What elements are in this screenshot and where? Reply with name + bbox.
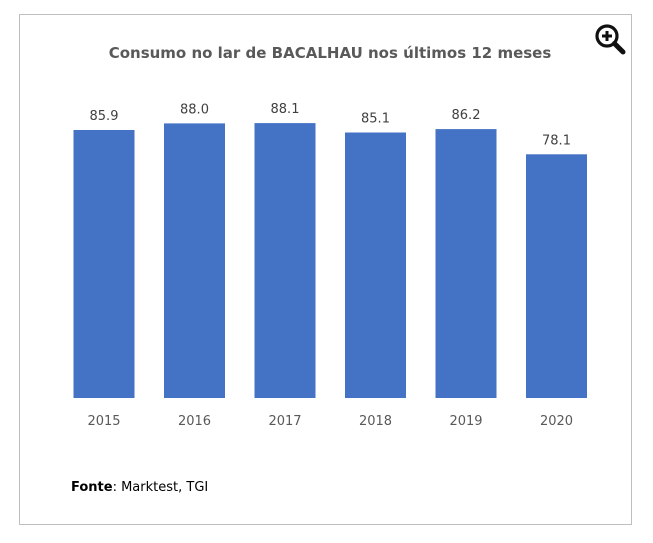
value-label-2018: 85.1: [361, 112, 390, 127]
chart-title: Consumo no lar de BACALHAU nos últimos 1…: [109, 44, 552, 62]
x-tick-2019: 2019: [449, 414, 482, 429]
source-label: Fonte: [71, 480, 113, 495]
source-note: Fonte: Marktest, TGI: [71, 480, 208, 495]
zoom-in-icon[interactable]: [592, 21, 628, 57]
bar-2019: [435, 129, 497, 398]
bar-2017: [254, 123, 316, 398]
x-axis-tick-labels: 2015 2016 2017 2018 2019 2020: [87, 414, 573, 429]
x-tick-2020: 2020: [540, 414, 573, 429]
value-labels-group: 85.9 88.0 88.1 85.1 86.2 78.1: [90, 102, 571, 148]
source-text: : Marktest, TGI: [112, 480, 209, 495]
x-tick-2015: 2015: [87, 414, 120, 429]
x-tick-2017: 2017: [268, 414, 301, 429]
value-label-2015: 85.9: [90, 109, 119, 124]
value-label-2016: 88.0: [180, 102, 209, 117]
bar-2018: [345, 132, 406, 398]
bars-group: [73, 123, 587, 399]
value-label-2017: 88.1: [271, 102, 300, 117]
bar-2016: [164, 123, 225, 399]
bar-2020: [526, 154, 587, 398]
x-tick-2018: 2018: [359, 414, 392, 429]
bar-2015: [73, 130, 135, 398]
value-label-2020: 78.1: [542, 133, 571, 148]
x-tick-2016: 2016: [178, 414, 211, 429]
value-label-2019: 86.2: [452, 108, 481, 123]
